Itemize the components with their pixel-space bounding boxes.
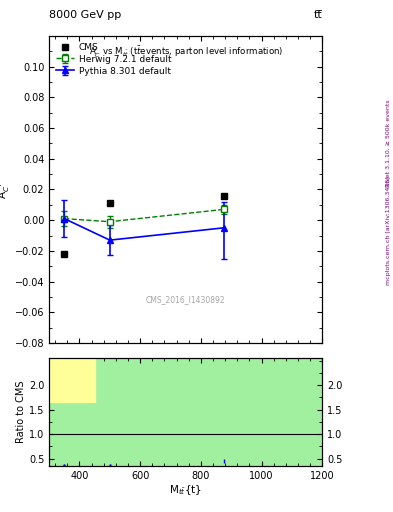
Y-axis label: A$_C^{lep}$: A$_C^{lep}$ bbox=[0, 180, 12, 199]
Text: 8000 GeV pp: 8000 GeV pp bbox=[49, 10, 121, 20]
Text: A$_C^l$ vs M$_{t\bar{t}}$ (t$\bar{t}$events, parton level information): A$_C^l$ vs M$_{t\bar{t}}$ (t$\bar{t}$eve… bbox=[88, 45, 283, 60]
CMS bbox=[107, 200, 112, 206]
Text: CMS_2016_I1430892: CMS_2016_I1430892 bbox=[146, 295, 226, 305]
Text: tt̅: tt̅ bbox=[314, 10, 322, 20]
CMS bbox=[221, 193, 226, 199]
CMS bbox=[62, 251, 67, 257]
X-axis label: M$_{t\bar{t}}${t}: M$_{t\bar{t}}${t} bbox=[169, 483, 202, 497]
Legend: CMS, Herwig 7.2.1 default, Pythia 8.301 default: CMS, Herwig 7.2.1 default, Pythia 8.301 … bbox=[53, 40, 174, 78]
Text: Rivet 3.1.10, ≥ 500k events: Rivet 3.1.10, ≥ 500k events bbox=[386, 99, 391, 187]
Y-axis label: Ratio to CMS: Ratio to CMS bbox=[16, 381, 26, 443]
Line: CMS: CMS bbox=[62, 193, 226, 257]
Text: mcplots.cern.ch [arXiv:1306.3436]: mcplots.cern.ch [arXiv:1306.3436] bbox=[386, 176, 391, 285]
